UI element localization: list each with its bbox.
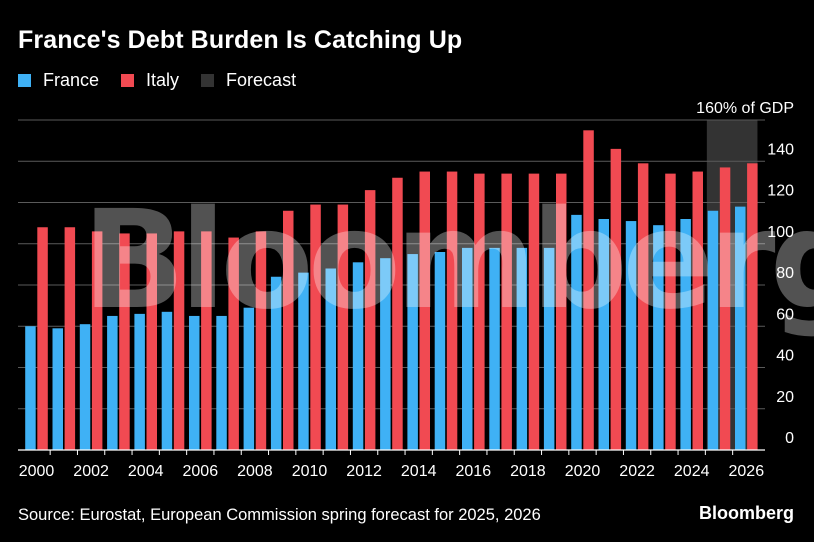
x-tick-label: 2014 [401, 463, 437, 480]
x-tick-label: 2012 [346, 463, 382, 480]
x-tick-label: 2024 [674, 463, 710, 480]
bar-france [680, 219, 691, 450]
bar-france [598, 219, 609, 450]
bar-italy [692, 171, 703, 450]
bar-france [243, 307, 255, 450]
y-tick-label: 60 [776, 306, 794, 323]
x-tick-label: 2010 [292, 463, 328, 480]
bar-italy [91, 231, 103, 450]
bar-italy [747, 163, 758, 450]
bar-france [79, 324, 91, 450]
bar-france [735, 206, 746, 450]
y-tick-label: 20 [776, 389, 794, 406]
bar-italy [228, 237, 239, 450]
bar-france [161, 311, 173, 450]
x-tick-label: 2016 [456, 463, 492, 480]
y-tick-label: 140 [767, 141, 794, 158]
bar-italy [201, 231, 212, 450]
bar-france [516, 247, 528, 450]
bar-france [489, 247, 500, 450]
bar-italy [283, 210, 294, 450]
bar-france [25, 326, 36, 450]
x-tick-label: 2004 [128, 463, 164, 480]
legend-swatch-france [18, 74, 31, 87]
bar-france [352, 262, 364, 450]
bar-italy [119, 233, 130, 450]
bar-italy [146, 233, 157, 450]
x-tick-label: 2006 [183, 463, 219, 480]
legend-swatch-forecast [201, 74, 215, 87]
bar-france [462, 247, 473, 450]
bar-italy [364, 190, 376, 450]
bar-france [407, 254, 418, 450]
legend-label-forecast: Forecast [226, 70, 297, 90]
bar-italy [337, 204, 349, 450]
source-note: Source: Eurostat, European Commission sp… [18, 506, 541, 524]
legend-label-france: France [43, 70, 100, 90]
bar-france [107, 315, 118, 450]
legend-swatch-italy [121, 74, 135, 87]
x-tick-label: 2018 [510, 463, 546, 480]
bar-france [571, 214, 582, 450]
bar-france [270, 276, 282, 450]
x-tick-label: 2026 [729, 463, 765, 480]
bar-france [707, 210, 719, 450]
chart-title: France's Debt Burden Is Catching Up [18, 26, 463, 54]
bar-italy [610, 148, 622, 450]
bar-italy [474, 173, 485, 450]
bar-italy [556, 173, 567, 450]
x-tick-label: 2002 [73, 463, 109, 480]
bar-france [434, 252, 446, 450]
bar-italy [173, 231, 185, 450]
bar-italy [528, 173, 540, 450]
bar-italy [637, 163, 649, 450]
legend-item-forecast: Forecast [201, 70, 296, 91]
bar-france [653, 225, 664, 450]
y-tick-label: 80 [776, 265, 794, 282]
y-tick-label: 120 [767, 183, 794, 200]
bar-italy [583, 130, 594, 450]
bar-italy [419, 171, 430, 450]
bar-france [52, 328, 63, 450]
bar-italy [37, 227, 48, 450]
brand-logo: Bloomberg [698, 503, 794, 523]
y-tick-label: 160% of GDP [696, 100, 794, 117]
bar-france [298, 272, 309, 450]
bar-france [189, 315, 200, 450]
bar-italy [501, 173, 512, 450]
bar-italy [255, 231, 267, 450]
bar-france [216, 315, 227, 450]
bar-france [625, 221, 637, 450]
y-tick-label: 100 [767, 224, 794, 241]
x-tick-label: 2022 [619, 463, 655, 480]
bar-france [325, 268, 336, 450]
legend: France Italy Forecast [18, 70, 318, 91]
legend-item-france: France [18, 70, 99, 91]
bar-italy [446, 171, 458, 450]
bar-france [134, 313, 145, 450]
bar-italy [392, 177, 403, 450]
bar-italy [64, 227, 76, 450]
legend-item-italy: Italy [121, 70, 179, 91]
x-tick-label: 2000 [19, 463, 55, 480]
bar-france [380, 258, 391, 450]
bar-italy [310, 204, 321, 450]
y-tick-label: 40 [776, 348, 794, 365]
bar-italy [719, 167, 731, 450]
x-tick-label: 2008 [237, 463, 273, 480]
y-tick-label: 0 [785, 430, 794, 447]
bar-france [543, 247, 555, 450]
x-tick-label: 2020 [565, 463, 601, 480]
legend-label-italy: Italy [146, 70, 180, 90]
bar-italy [665, 173, 676, 450]
